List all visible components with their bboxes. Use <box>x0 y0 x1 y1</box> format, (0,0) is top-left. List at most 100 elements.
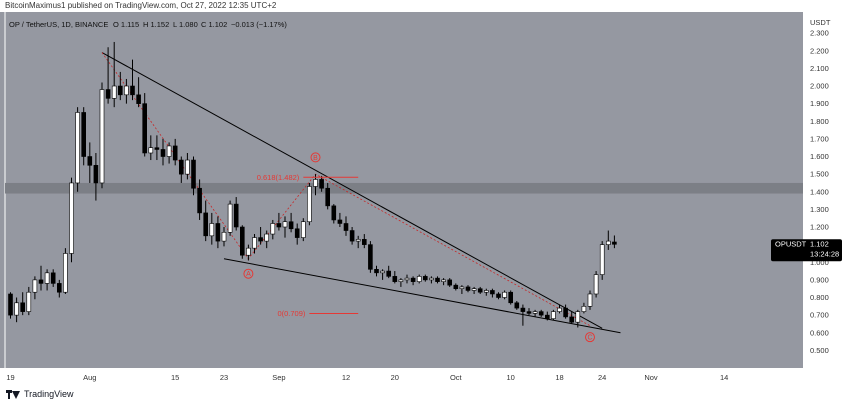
candle <box>148 135 154 161</box>
candle-body <box>587 293 593 307</box>
candle-body <box>81 112 86 157</box>
candle-body <box>99 89 105 184</box>
candle <box>99 82 105 189</box>
tradingview-logo[interactable]: TradingView <box>6 389 74 399</box>
candle-body <box>605 240 611 245</box>
candle <box>416 274 422 284</box>
wave-label-text: A <box>246 271 251 278</box>
candle-body <box>490 290 495 295</box>
candle-body <box>544 314 550 319</box>
x-tick-label: Aug <box>83 373 96 382</box>
y-tick-label: 1.200 <box>810 223 829 232</box>
price-tag-price: 1.102 <box>810 239 829 248</box>
x-tick-label: Sep <box>272 373 285 382</box>
candle <box>32 276 38 300</box>
price-chart[interactable]: OP / TetherUS, 1D, BINANCE O 1.115 H 1.1… <box>0 12 850 388</box>
candle <box>435 276 440 284</box>
publisher-header: BitcoinMaximus1 published on TradingView… <box>0 0 850 12</box>
y-tick-label: 2.200 <box>810 46 829 55</box>
candle-body <box>471 288 477 291</box>
candle-body <box>361 239 367 245</box>
wave-label-circle <box>243 268 254 279</box>
symbol-title: OP / TetherUS, 1D, BINANCE <box>9 20 108 29</box>
ohlc-open: O 1.115 <box>113 20 139 29</box>
candle-body <box>447 279 453 286</box>
candle-body <box>300 221 306 238</box>
candle-body <box>179 159 184 175</box>
candle <box>87 142 93 183</box>
y-tick-label: 1.400 <box>810 187 829 196</box>
chart-area[interactable]: OP / TetherUS, 1D, BINANCE O 1.115 H 1.1… <box>0 12 850 388</box>
candle-body <box>404 277 410 281</box>
candle <box>551 309 556 321</box>
y-tick-label: 0.600 <box>810 328 829 337</box>
candle-body <box>172 145 178 161</box>
candle <box>124 78 129 104</box>
candle-body <box>532 311 538 314</box>
price-axis-background <box>803 12 850 368</box>
candle <box>508 290 514 305</box>
x-tick-label: 12 <box>342 373 350 382</box>
candle-body <box>557 307 562 312</box>
candle-body <box>142 103 147 154</box>
candle-body <box>270 223 276 235</box>
candle <box>392 271 398 284</box>
candle-body <box>44 272 50 284</box>
candle-body <box>26 291 32 312</box>
candle <box>477 286 483 294</box>
candle <box>172 138 178 166</box>
candle-body <box>203 212 208 237</box>
candle-body <box>38 279 44 284</box>
y-tick-label: 2.300 <box>810 29 829 38</box>
candle <box>276 212 282 231</box>
ohlc-low: L 1.080 <box>173 20 198 29</box>
candle-body <box>32 279 38 293</box>
candle <box>81 107 86 166</box>
candle <box>386 265 392 279</box>
candle <box>538 309 544 317</box>
candle <box>422 274 428 282</box>
x-tick-label: 15 <box>171 373 179 382</box>
candle <box>337 212 343 228</box>
price-tag-countdown: 13:24:28 <box>810 249 839 258</box>
candle-body <box>252 237 257 249</box>
fib-level-label: 0.618(1.482) <box>257 173 300 182</box>
candle <box>221 227 227 247</box>
candle-body <box>398 279 404 282</box>
candle <box>197 179 202 220</box>
candle-body <box>294 228 300 238</box>
candle-body <box>14 302 19 316</box>
candle <box>14 297 19 323</box>
footer: TradingView <box>0 388 850 403</box>
candle <box>215 216 221 249</box>
candle <box>599 241 605 280</box>
candle-body <box>551 311 556 319</box>
candle <box>441 278 446 286</box>
candle-body <box>160 149 166 157</box>
candle-body <box>69 182 74 254</box>
candle <box>380 269 385 280</box>
resistance-zone <box>5 182 803 194</box>
candle <box>246 244 251 261</box>
candle-body <box>246 247 251 256</box>
candle <box>307 182 312 226</box>
candle <box>520 304 526 326</box>
candle <box>563 304 568 319</box>
candle <box>465 285 471 293</box>
candle <box>233 197 239 231</box>
candle <box>252 234 257 254</box>
candle <box>368 241 373 273</box>
x-tick-label: 24 <box>598 373 606 382</box>
candle-body <box>313 179 318 187</box>
candle <box>581 302 587 314</box>
candle-body <box>276 223 282 228</box>
candle <box>593 271 599 298</box>
candle <box>185 152 190 180</box>
candle-body <box>20 302 26 312</box>
candle <box>496 292 501 300</box>
time-axis-background <box>0 368 803 388</box>
candle <box>136 77 141 108</box>
wedge-line-lower <box>223 258 621 334</box>
candle-body <box>118 85 123 96</box>
candle-body <box>111 85 117 99</box>
